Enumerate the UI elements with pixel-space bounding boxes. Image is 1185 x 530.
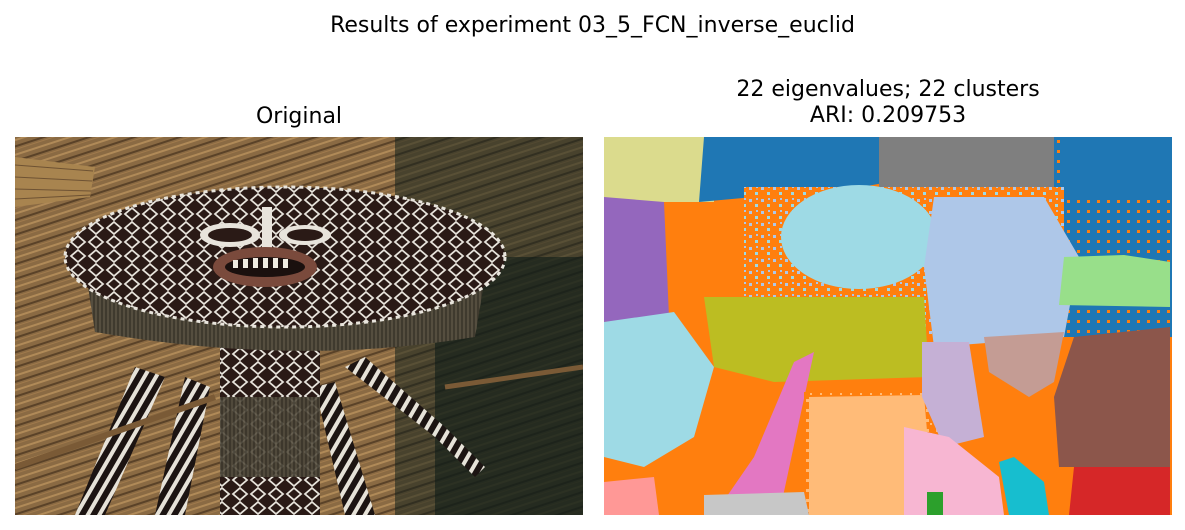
right-panel-title: 22 eigenvalues; 22 clusters ARI: 0.20975… bbox=[604, 77, 1172, 129]
original-image-panel bbox=[15, 137, 583, 515]
tribal-mask-photo-icon bbox=[15, 137, 583, 515]
segmentation-map-icon bbox=[604, 137, 1172, 515]
left-panel-title: Original bbox=[255, 104, 343, 129]
figure-suptitle: Results of experiment 03_5_FCN_inverse_e… bbox=[330, 13, 855, 38]
segmentation-image-panel bbox=[604, 137, 1172, 515]
right-panel-title-line2: ARI: 0.209753 bbox=[809, 103, 967, 128]
right-panel-title-line1: 22 eigenvalues; 22 clusters bbox=[736, 77, 1040, 102]
